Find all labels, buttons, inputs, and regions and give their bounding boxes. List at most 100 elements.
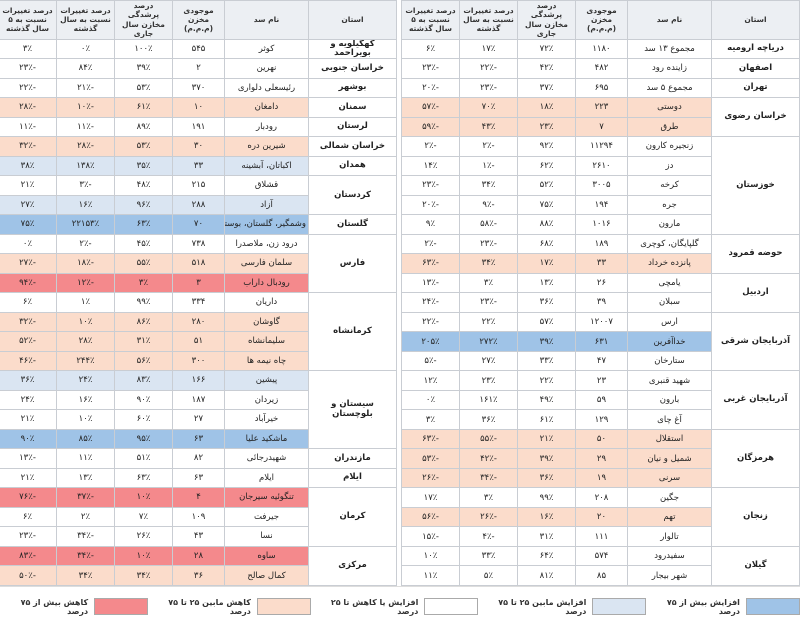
value-cell: ۳۳٪	[517, 350, 576, 372]
dam-name: داریان	[224, 292, 309, 313]
value-cell: ۵۲٪	[517, 175, 576, 196]
dam-name: جره	[627, 194, 712, 216]
dam-name: چاه نیمه ها	[224, 350, 309, 372]
value-cell: ۳۵٪	[114, 155, 173, 177]
data-row: کرخه ۳۰۰۵ ۵۲٪ ۳۴٪ -۲۳٪	[401, 175, 800, 196]
value-cell: -۹۴٪	[0, 272, 57, 294]
value-cell: -۴۲٪	[459, 448, 518, 469]
legend-item: افزایش بیش از ۷۵ درصد	[646, 598, 800, 616]
legend-swatch	[745, 598, 800, 615]
value-cell: -۲۳٪	[401, 175, 460, 196]
value-cell: ۷۳۸	[172, 233, 225, 255]
legend-item: کاهش بیش از ۷۵ درصد	[0, 598, 149, 616]
value-cell: ۳۱٪	[517, 526, 576, 547]
value-cell: ۸۳٪	[114, 370, 173, 391]
dam-name: دز	[627, 155, 712, 177]
value-cell: ۳۰	[172, 136, 225, 157]
value-cell: ۳۴٪	[459, 253, 518, 274]
value-cell: ۷۵٪	[517, 194, 576, 216]
dam-name: تالوار	[627, 526, 712, 547]
legend-swatch	[94, 598, 149, 615]
value-cell: ۸۵	[575, 565, 628, 586]
province-cell: مازندران	[308, 448, 397, 469]
value-cell: ۵۱	[172, 331, 225, 352]
value-cell: ۷۰٪	[459, 97, 518, 118]
dam-name: زنجیره کارون	[627, 136, 712, 157]
value-cell: -۲۲٪	[459, 58, 518, 79]
data-row: آذربایجان شرقی ارس ۱۲۰۰۷ ۵۷٪ ۲۲٪ -۲۲٪	[401, 311, 800, 372]
value-cell: -۷۶٪	[0, 487, 57, 508]
value-cell: ۲۸۸	[172, 194, 225, 216]
value-cell: -۵۹٪	[401, 116, 460, 138]
value-cell: ۷٪	[114, 506, 173, 528]
value-cell: ۷۲٪	[517, 38, 576, 60]
header-cell: موجودی مخزن (م.م.م)	[172, 0, 225, 40]
value-cell: ۰٪	[401, 389, 460, 411]
value-cell: ۲۴٪	[56, 370, 115, 391]
value-cell: ۱۶۱٪	[459, 389, 518, 411]
legend-swatch	[256, 598, 311, 615]
data-row: اردبیل یامچی ۲۶ ۱۳٪ ۳٪ -۱۳٪	[401, 272, 800, 313]
value-cell: ۸۱٪	[517, 565, 576, 586]
data-row: مرکزی ساوه ۲۸ ۱۰٪ -۳۴٪ -۸۳٪	[0, 545, 397, 587]
value-cell: ۲۲٪	[459, 311, 518, 333]
value-cell: ۱۰٪	[114, 545, 173, 567]
legend-label: کاهش مابین ۲۵ تا ۷۵ درصد	[168, 597, 251, 616]
value-cell: -۲۷٪	[0, 253, 57, 274]
dam-name: تهم	[627, 506, 712, 528]
data-row: زیردان ۱۸۷ ۹۰٪ ۱۶٪ ۲۴٪	[0, 389, 397, 411]
dam-name: وشمگیر، گلستان، بوستان	[224, 214, 309, 235]
value-cell: -۸۳٪	[0, 545, 57, 567]
value-cell: ۶۱٪	[517, 409, 576, 430]
value-cell: ۰٪	[56, 38, 115, 60]
value-cell: ۱۲۹	[575, 409, 628, 430]
value-cell: -۳۴٪	[459, 467, 518, 489]
dam-name: مجموع ۵ سد	[627, 77, 712, 99]
value-cell: ۹٪	[401, 214, 460, 235]
value-cell: ۲	[172, 58, 225, 79]
dam-name: طرق	[627, 116, 712, 138]
value-cell: -۲۲٪	[401, 311, 460, 333]
dam-name: رئیسعلی دلواری	[224, 77, 309, 99]
value-cell: ۱۳۸٪	[56, 155, 115, 177]
dam-name: خداآفرین	[627, 331, 712, 352]
value-cell: ۲۸۰	[172, 311, 225, 333]
value-cell: ۸۸٪	[517, 214, 576, 235]
value-cell: ۱۰۰٪	[114, 38, 173, 60]
header-row: استان نام سد موجودی مخزن (م.م.م) درصد پرشدگ…	[401, 0, 800, 40]
header-cell: نام سد	[224, 0, 309, 40]
value-cell: ۱۹۴	[575, 194, 628, 216]
value-cell: ۱۷٪	[517, 253, 576, 274]
data-row: هرمزگان استقلال ۵۰ ۲۱٪ -۵۵٪ -۶۳٪	[401, 428, 800, 489]
value-cell: ۲۶۱۰	[575, 155, 628, 177]
data-row: فارس درود زن، ملاصدرا ۷۳۸ ۴۵٪ -۲٪ ۰٪	[0, 233, 397, 294]
province-cell: کرمان	[308, 487, 397, 547]
value-cell: ۳۳٪	[459, 545, 518, 567]
value-cell: -۱۰٪	[56, 97, 115, 118]
province-cell: کرمانشاه	[308, 292, 397, 372]
data-row: نسا ۴۳ ۲۶٪ -۳۴٪ -۲۳٪	[0, 526, 397, 547]
province-cell: لرستان	[308, 116, 397, 138]
value-cell: ۱۳٪	[56, 467, 115, 489]
dam-name: کمال صالح	[224, 565, 309, 586]
value-cell: ۳۶٪	[0, 370, 57, 391]
value-cell: ۳٪	[459, 487, 518, 508]
value-cell: -۲٪	[459, 136, 518, 157]
value-cell: ۳٪	[459, 272, 518, 294]
value-cell: ۳۱٪	[114, 331, 173, 352]
dam-table: استان نام سد موجودی مخزن (م.م.م) درصد پرشدگ…	[401, 0, 800, 587]
dam-name: جیرفت	[224, 506, 309, 528]
value-cell: -۴۶٪	[0, 350, 57, 372]
value-cell: ۲۴۴٪	[56, 350, 115, 372]
data-row: گاوشان ۲۸۰ ۸۶٪ ۱۰٪ -۳۲٪	[0, 311, 397, 333]
value-cell: ۱۲٪	[401, 370, 460, 391]
legend-label: افزایش مابین ۲۵ تا ۷۵ درصد	[498, 597, 587, 616]
value-cell: ۶۳٪	[114, 214, 173, 235]
value-cell: -۴٪	[459, 526, 518, 547]
value-cell: ۳٪	[114, 272, 173, 294]
dam-name: زیردان	[224, 389, 309, 411]
value-cell: ۱۰۱۶	[575, 214, 628, 235]
value-cell: ۹۹٪	[114, 292, 173, 313]
value-cell: ۲۲۳	[575, 97, 628, 118]
value-cell: ۵۵٪	[114, 253, 173, 274]
